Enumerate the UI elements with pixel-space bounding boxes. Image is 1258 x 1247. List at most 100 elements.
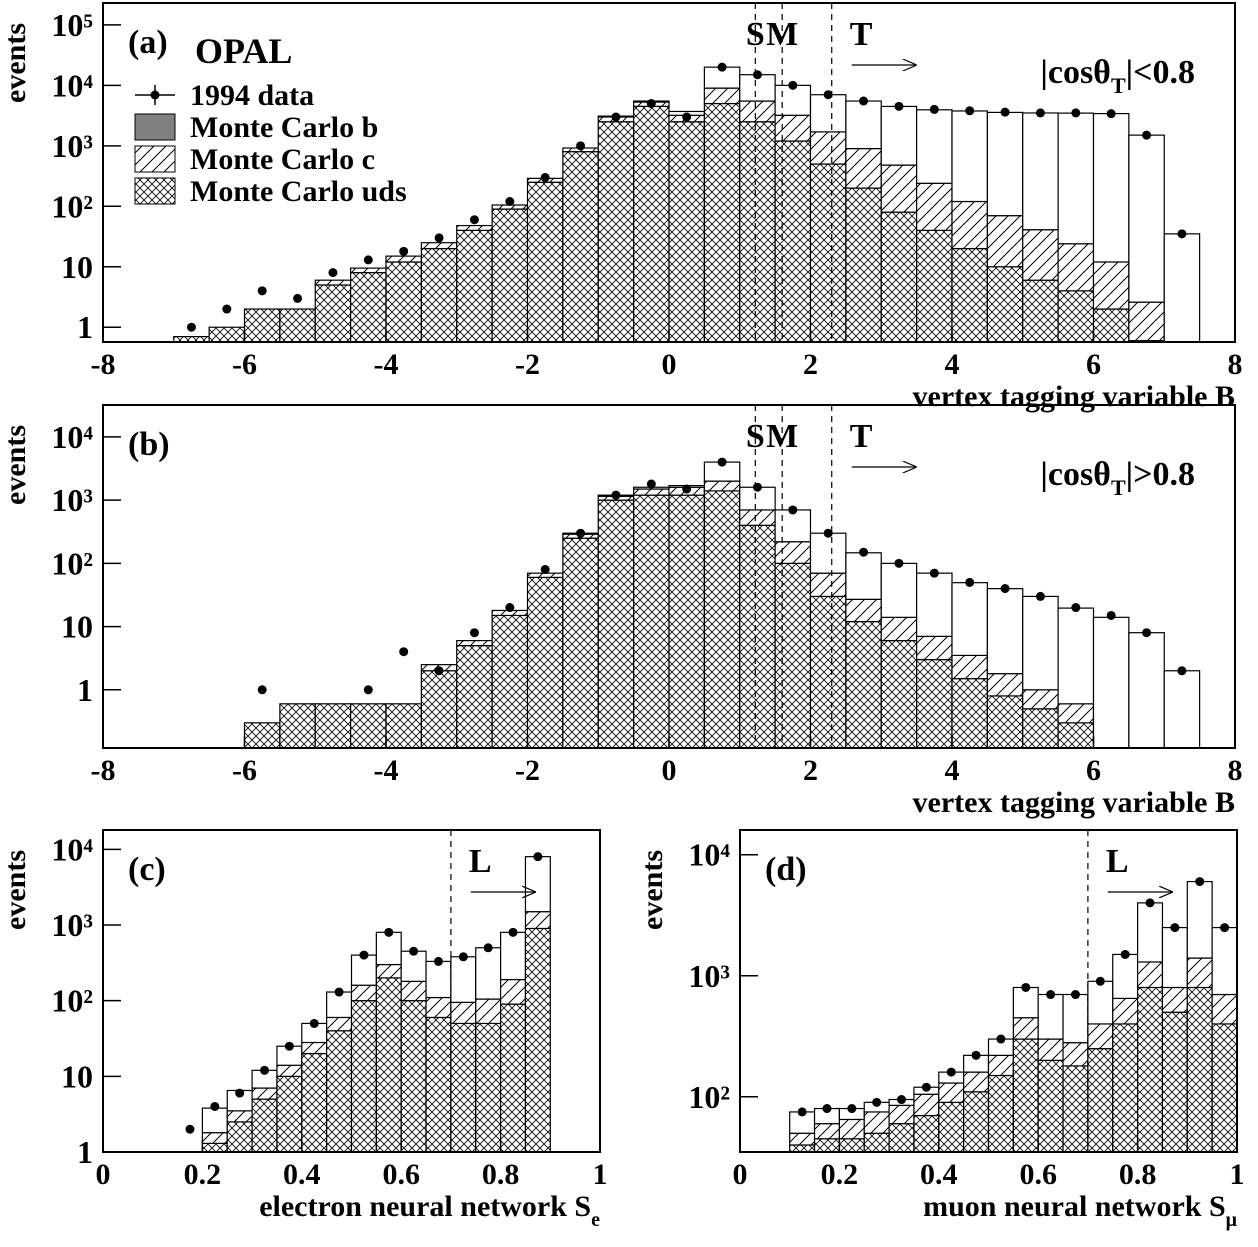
y-tick-label: 10² <box>51 188 93 224</box>
histogram-bar <box>838 1118 865 1140</box>
histogram-bar <box>1022 279 1059 343</box>
histogram-bar <box>425 996 452 1019</box>
y-tick-label: 10² <box>688 1079 730 1115</box>
histogram-bar <box>668 121 705 343</box>
histogram-bar <box>938 1101 965 1153</box>
histogram-bar <box>774 509 812 543</box>
histogram-bar <box>951 678 988 749</box>
x-tick-label: 0.6 <box>1019 1158 1057 1191</box>
data-point <box>823 90 833 100</box>
histogram-bar <box>1092 112 1130 263</box>
data-point <box>965 106 975 116</box>
histogram-bar <box>243 308 281 343</box>
histogram-bar <box>703 102 741 343</box>
legend-label: Monte Carlo c <box>190 143 375 176</box>
histogram-bar <box>201 1107 228 1134</box>
histogram-bar <box>1128 632 1165 749</box>
cut-label: T <box>850 418 873 455</box>
histogram-bar <box>524 856 551 913</box>
data-point <box>1142 130 1152 140</box>
histogram-bar <box>400 950 427 982</box>
histogram-bar <box>276 1064 303 1077</box>
histogram-bar <box>880 211 918 343</box>
histogram-bar <box>350 1000 377 1153</box>
histogram-bar <box>350 272 387 343</box>
y-tick-label: 1 <box>77 1134 93 1170</box>
data-point <box>458 952 468 962</box>
plot-frame <box>739 829 1238 1153</box>
data-point <box>1035 591 1045 601</box>
histogram-bar <box>774 562 812 749</box>
histogram-bar <box>774 114 812 142</box>
histogram-bar <box>201 1132 228 1144</box>
histogram-bar <box>986 266 1024 343</box>
histogram-bar <box>916 229 953 343</box>
data-point <box>505 603 515 613</box>
data-point <box>872 1097 882 1107</box>
data-point <box>399 246 409 256</box>
histogram-bar <box>1037 1038 1064 1061</box>
y-axis-label: events <box>0 850 32 930</box>
data-point <box>483 943 493 953</box>
cut-label: L <box>1106 843 1129 880</box>
data-point <box>611 112 621 122</box>
histogram-bar <box>1211 1023 1238 1153</box>
histogram-bar <box>963 1091 990 1153</box>
histogram-bar <box>400 980 427 1002</box>
histogram-bar <box>703 87 741 105</box>
x-tick-label: -8 <box>91 754 116 787</box>
histogram-bar <box>251 1098 278 1153</box>
x-tick-label: 0 <box>96 1158 111 1191</box>
histogram-bar <box>400 1000 427 1153</box>
data-point <box>185 1124 195 1134</box>
histogram-bar <box>916 572 953 637</box>
data-point <box>752 482 762 492</box>
histogram-bar <box>597 499 635 749</box>
histogram-bar <box>986 673 1024 697</box>
y-tick-label: 10⁴ <box>688 837 730 873</box>
data-point <box>260 1065 270 1075</box>
histogram-bar <box>1128 134 1165 303</box>
histogram-bar <box>326 1030 353 1153</box>
x-axis-label: vertex tagging variable B <box>913 786 1235 819</box>
histogram-bar <box>863 1111 890 1134</box>
x-tick-label: -4 <box>374 754 399 787</box>
histogram-bar <box>813 1138 840 1153</box>
x-tick-label: 4 <box>945 754 960 787</box>
y-tick-label: 10⁴ <box>51 419 93 455</box>
x-tick-label: 0 <box>733 1158 748 1191</box>
histogram-bar <box>243 722 281 749</box>
histogram-bar <box>739 121 776 343</box>
data-point <box>717 62 727 72</box>
histogram-bar <box>1022 689 1059 710</box>
y-axis-label: events <box>636 850 669 930</box>
data-point <box>409 946 419 956</box>
histogram-bar <box>913 1114 940 1153</box>
histogram-bar <box>276 1075 303 1153</box>
y-tick-label: 1 <box>77 672 93 708</box>
histogram-bar <box>1186 957 1213 989</box>
histogram-bar <box>1022 229 1059 281</box>
data-point <box>1046 990 1056 1000</box>
histogram-bar <box>916 182 953 231</box>
x-tick-label: 6 <box>1086 348 1101 381</box>
histogram-bar <box>456 224 493 231</box>
histogram-bar <box>562 537 599 749</box>
histogram-bar <box>1186 986 1213 1153</box>
y-tick-label: 10⁴ <box>51 67 93 103</box>
x-tick-label: -6 <box>232 754 257 787</box>
data-point <box>823 528 833 538</box>
histogram-bar <box>1057 722 1095 749</box>
data-point <box>1220 923 1230 933</box>
data-point <box>646 479 656 489</box>
y-tick-label: 1 <box>77 309 93 345</box>
data-point <box>971 1050 981 1060</box>
legend-swatch <box>134 145 176 173</box>
data-point <box>1095 976 1105 986</box>
y-tick-label: 10³ <box>51 907 93 943</box>
x-tick-label: 0.8 <box>482 1158 520 1191</box>
data-point <box>384 927 394 937</box>
histogram-bar <box>863 1132 890 1153</box>
panel-label: (b) <box>128 426 170 463</box>
cut-label: S <box>746 418 765 455</box>
